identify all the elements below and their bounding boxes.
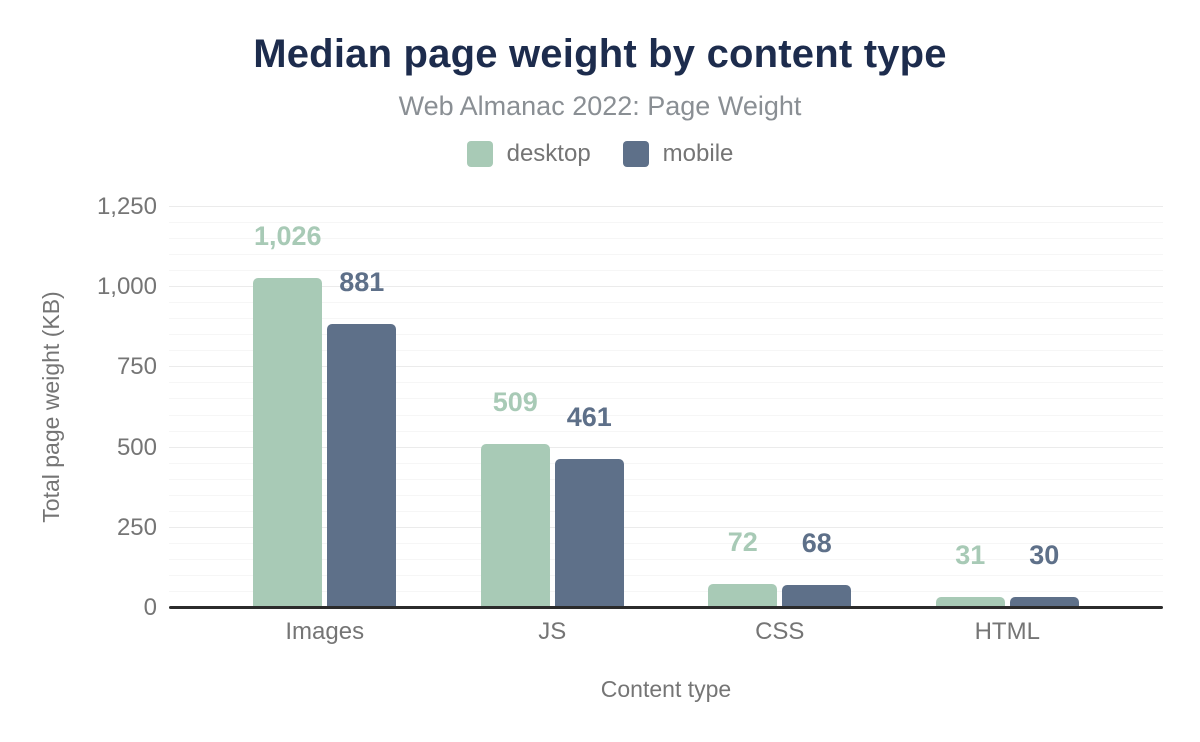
gridline-minor <box>169 222 1163 224</box>
legend-item-mobile[interactable]: mobile <box>622 140 734 168</box>
bar-desktop-js[interactable] <box>480 443 550 607</box>
gridline-minor <box>169 302 1163 304</box>
gridline-minor <box>169 334 1163 336</box>
gridline-minor <box>169 382 1163 384</box>
bar-group-css: 72 68 <box>666 206 894 607</box>
y-axis-tick-label: 0 <box>143 594 157 621</box>
y-axis-tick-label: 500 <box>116 433 157 461</box>
x-axis-title: Content type <box>600 676 732 702</box>
legend-label: mobile <box>662 140 734 167</box>
bar-value-label: 461 <box>566 402 612 433</box>
gridline-minor <box>169 462 1163 464</box>
bar-desktop-html[interactable] <box>935 597 1005 607</box>
gridline-major <box>169 526 1163 528</box>
legend-swatch-mobile <box>622 141 649 167</box>
gridline-minor <box>169 478 1163 480</box>
chart-legend: desktop mobile <box>0 140 1200 168</box>
x-axis-category-label: CSS <box>755 618 805 645</box>
gridline-minor <box>169 574 1163 576</box>
gridline-minor <box>169 414 1163 416</box>
bar-group-images: 1,026 881 <box>211 206 439 607</box>
x-axis-category-label: Images <box>285 618 365 645</box>
plot-area: 1,026 881 509 461 72 68 31 30 <box>169 206 1163 607</box>
bar-mobile-css[interactable] <box>782 585 852 607</box>
bar-value-label: 68 <box>801 528 832 559</box>
bar-desktop-images[interactable] <box>253 277 323 607</box>
y-axis-tick-label: 250 <box>116 513 157 541</box>
bar-value-label: 881 <box>339 267 385 298</box>
chart-subtitle: Web Almanac 2022: Page Weight <box>398 91 802 121</box>
gridline-minor <box>169 398 1163 400</box>
gridline-minor <box>169 494 1163 496</box>
legend-swatch-desktop <box>466 141 493 167</box>
bar-value-label: 1,026 <box>253 220 322 251</box>
bar-value-label: 31 <box>955 540 986 571</box>
bar-value-label: 30 <box>1029 540 1060 571</box>
gridline-minor <box>169 254 1163 256</box>
bar-slot: 72 <box>708 528 778 607</box>
gridline-major <box>169 366 1163 368</box>
bar-group-js: 509 461 <box>439 206 667 607</box>
bar-desktop-css[interactable] <box>708 583 778 607</box>
gridline-minor <box>169 590 1163 592</box>
gridline-minor <box>169 270 1163 272</box>
y-axis-title: Total page weight (KB) <box>38 291 64 523</box>
gridline-minor <box>169 542 1163 544</box>
gridline-major <box>169 206 1163 207</box>
gridline-minor <box>169 510 1163 512</box>
bar-mobile-js[interactable] <box>554 459 624 607</box>
y-axis-tick-label: 750 <box>116 353 157 381</box>
bar-mobile-html[interactable] <box>1009 597 1079 607</box>
bar-slot: 461 <box>554 404 624 607</box>
bar-slot: 68 <box>782 530 852 607</box>
x-axis-category-label: JS <box>538 618 567 645</box>
gridline-minor <box>169 318 1163 320</box>
legend-label: desktop <box>506 140 591 167</box>
x-axis-category-label: HTML <box>974 618 1040 645</box>
chart-title: Median page weight by content type <box>253 32 947 76</box>
legend-item-desktop[interactable]: desktop <box>466 140 591 168</box>
gridline-minor <box>169 430 1163 432</box>
y-axis-tick-label: 1,000 <box>96 273 157 301</box>
gridline-major <box>169 446 1163 448</box>
gridline-minor <box>169 350 1163 352</box>
bar-value-label: 509 <box>492 386 538 417</box>
bar-slot: 881 <box>327 269 397 607</box>
bar-slot: 509 <box>480 388 550 607</box>
bar-slot: 30 <box>1009 542 1079 607</box>
y-axis-tick-label: 1,250 <box>96 193 157 220</box>
gridline-minor <box>169 238 1163 240</box>
bar-slot: 31 <box>935 542 1005 607</box>
gridline-minor <box>169 558 1163 560</box>
bar-value-label: 72 <box>727 526 758 557</box>
gridline-major <box>169 286 1163 288</box>
x-axis-line <box>169 606 1163 609</box>
bar-slot: 1,026 <box>253 222 323 607</box>
bar-mobile-images[interactable] <box>327 324 397 607</box>
bar-group-html: 31 30 <box>894 206 1122 607</box>
